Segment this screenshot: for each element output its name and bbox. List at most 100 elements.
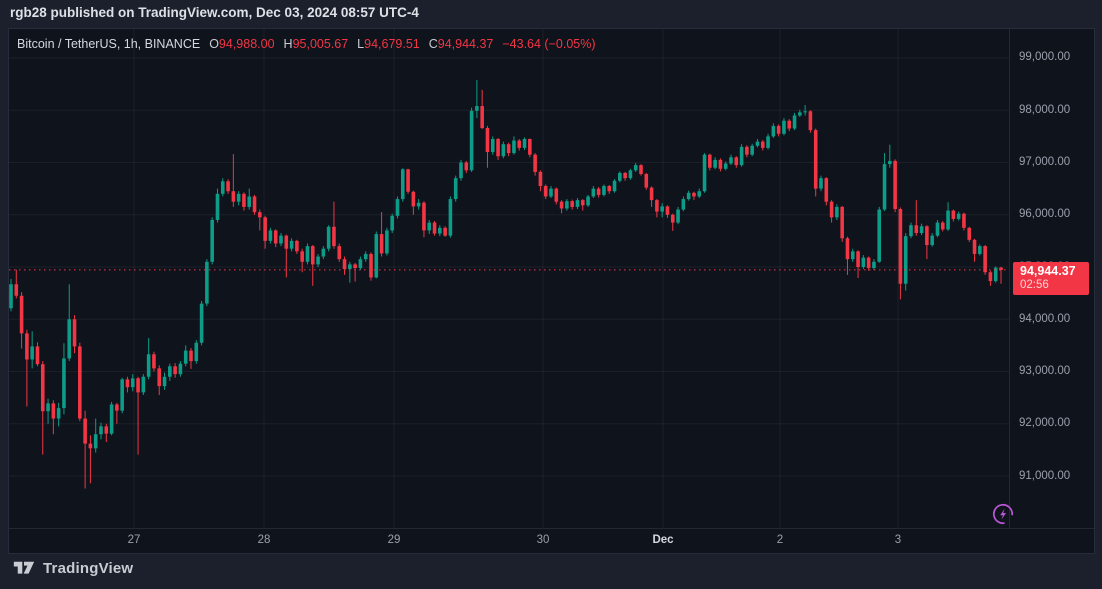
- price-tick-label: 92,000.00: [1019, 417, 1071, 430]
- candle-body: [390, 215, 394, 231]
- candle-body: [543, 186, 548, 197]
- symbol-title[interactable]: Bitcoin / TetherUS, 1h, BINANCE: [17, 37, 201, 51]
- candle-body: [379, 234, 384, 254]
- candle-body: [120, 379, 124, 411]
- legend-change: −43.64 (−0.05%): [502, 37, 596, 51]
- candle-body: [279, 235, 283, 244]
- candle-body: [639, 165, 643, 174]
- candle-body: [882, 164, 887, 210]
- time-tick-label: 28: [257, 534, 271, 546]
- candle-body: [554, 188, 559, 202]
- candle-body: [183, 350, 188, 364]
- candle-body: [46, 403, 50, 412]
- candle-body: [819, 178, 823, 189]
- candle-body: [517, 140, 522, 148]
- candle-body: [925, 226, 929, 246]
- candle-body: [739, 146, 744, 166]
- candle-body: [236, 193, 241, 202]
- candle-body: [337, 246, 342, 260]
- candle-body: [692, 192, 696, 197]
- price-axis[interactable]: 91,000.0092,000.0093,000.0094,000.0095,0…: [1009, 29, 1095, 528]
- boost-lightning-icon[interactable]: [991, 502, 1015, 526]
- candle-body: [755, 141, 760, 146]
- candle-body: [432, 222, 437, 234]
- candle-body: [665, 206, 670, 215]
- price-tick-label: 93,000.00: [1019, 365, 1071, 377]
- candle-body: [612, 180, 617, 192]
- candle-body: [416, 202, 421, 207]
- price-tick-label: 99,000.00: [1019, 51, 1071, 64]
- tradingview-logo[interactable]: TradingView: [13, 560, 133, 577]
- candle-body: [591, 188, 596, 197]
- candle-body: [411, 191, 416, 207]
- candle-body: [528, 138, 532, 155]
- candle-body: [506, 144, 511, 154]
- price-tick-label: 91,000.00: [1019, 469, 1071, 482]
- candle-body: [19, 295, 24, 334]
- candle-body: [760, 141, 765, 148]
- time-axis[interactable]: 27 28 29 30 Dec 2 3: [9, 528, 1094, 554]
- candle-body: [702, 154, 707, 192]
- candle-body: [708, 154, 712, 168]
- candle-body: [263, 217, 267, 241]
- time-tick-label: 27: [127, 534, 141, 546]
- candle-body: [178, 363, 183, 375]
- candle-body: [798, 112, 802, 116]
- candle-body: [475, 106, 479, 111]
- candle-body: [607, 186, 612, 192]
- candle-body: [792, 115, 797, 129]
- candle-body: [697, 191, 702, 197]
- candle-body: [326, 226, 331, 249]
- symbol-legend: Bitcoin / TetherUS, 1h, BINANCE O 94,988.…: [17, 37, 596, 51]
- candle-body: [840, 206, 844, 239]
- last-price-label: 94,944.37 02:56: [1013, 262, 1089, 295]
- candle-body: [559, 201, 564, 209]
- candle-body: [273, 230, 278, 244]
- candle-body: [776, 125, 781, 134]
- candle-body: [220, 181, 225, 194]
- candle-body: [633, 165, 638, 171]
- candle-body: [888, 160, 892, 165]
- candle-body: [353, 264, 357, 269]
- candle-body: [226, 181, 230, 192]
- candle-body: [512, 140, 516, 154]
- candle-body: [618, 172, 622, 181]
- legend-low: L 94,679.51: [357, 37, 420, 51]
- candle-body: [109, 404, 114, 434]
- candle-body: [210, 219, 214, 262]
- candle-body: [533, 154, 537, 172]
- candle-body: [310, 246, 315, 265]
- candle-body: [565, 201, 569, 209]
- candle-body: [342, 259, 347, 270]
- candle-body: [951, 210, 956, 219]
- candle-body: [490, 138, 495, 153]
- candle-body: [978, 246, 982, 254]
- candle-body: [400, 169, 405, 200]
- candle-body: [295, 240, 299, 252]
- candle-body: [681, 199, 686, 210]
- candle-body: [88, 443, 93, 449]
- candle-body: [189, 350, 193, 362]
- candle-body: [62, 358, 66, 409]
- candle-body: [14, 284, 19, 296]
- candle-body: [734, 157, 739, 166]
- candle-body: [93, 434, 98, 449]
- candle-body: [316, 256, 320, 265]
- candle-body: [919, 226, 924, 234]
- candle-body: [766, 136, 770, 148]
- candle-body: [268, 230, 273, 241]
- candle-body: [252, 196, 257, 213]
- candle-body: [835, 206, 839, 218]
- candle-body: [247, 196, 252, 207]
- attribution-text: rgb28 published on TradingView.com, Dec …: [10, 5, 419, 20]
- candle-body: [305, 246, 310, 262]
- candle-body: [549, 188, 553, 197]
- candle-body: [686, 192, 691, 200]
- candle-body: [713, 159, 717, 168]
- candle-body: [903, 236, 908, 284]
- chart-canvas[interactable]: [9, 29, 1009, 528]
- candle-body: [877, 209, 882, 262]
- candle-body: [348, 264, 352, 270]
- candle-body: [83, 418, 87, 444]
- candle-body: [56, 408, 61, 419]
